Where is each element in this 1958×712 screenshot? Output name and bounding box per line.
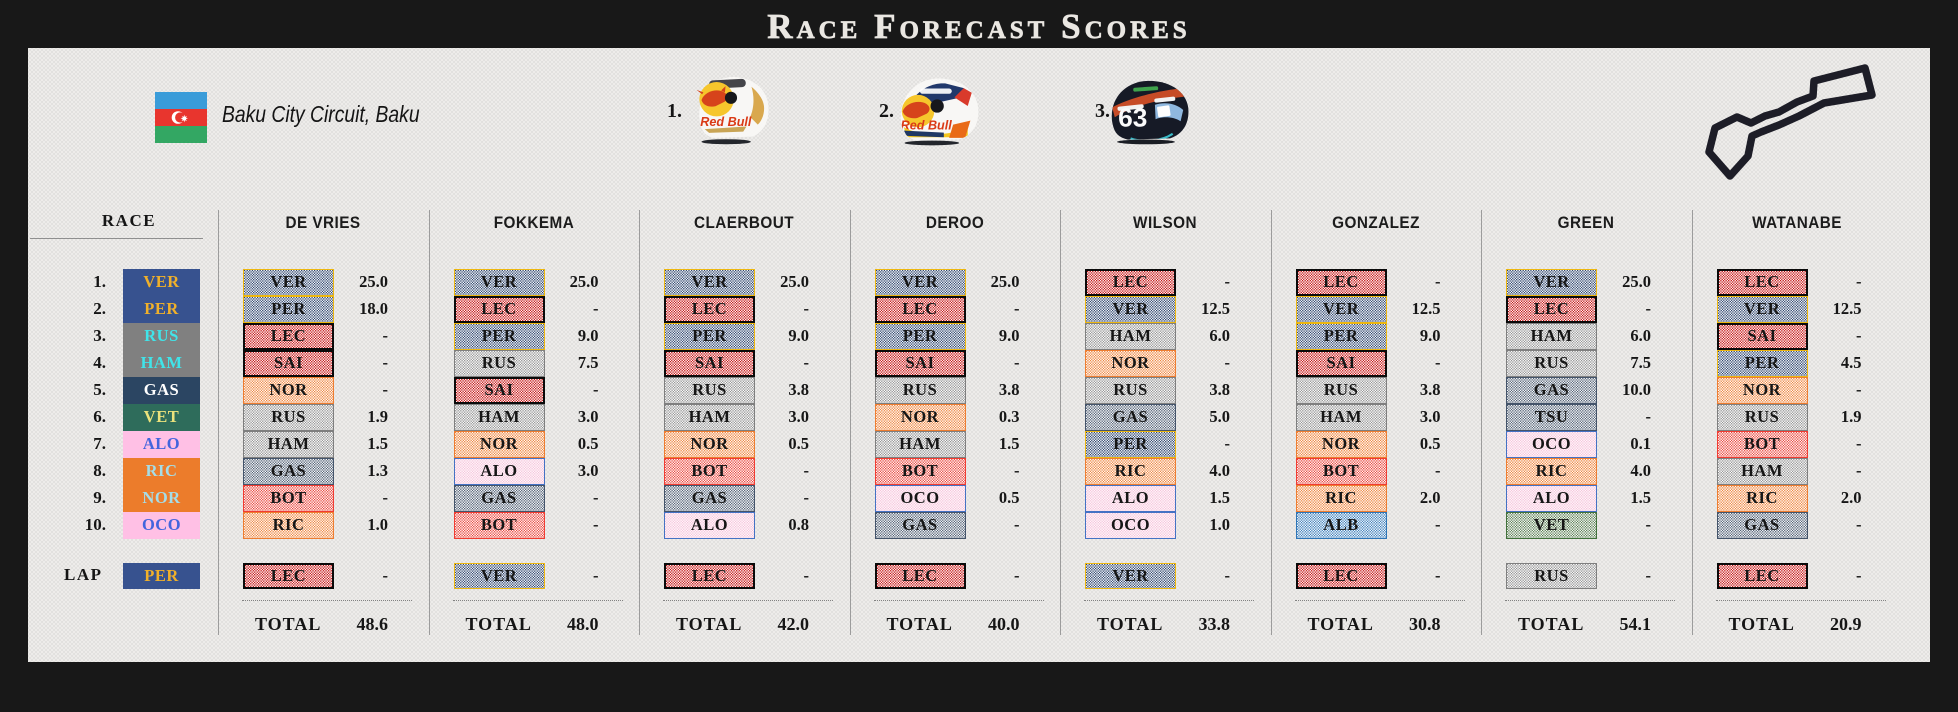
svg-text:Red Bull: Red Bull	[700, 115, 752, 129]
svg-text:Red Bull: Red Bull	[901, 118, 953, 132]
svg-text:63: 63	[1118, 103, 1147, 133]
